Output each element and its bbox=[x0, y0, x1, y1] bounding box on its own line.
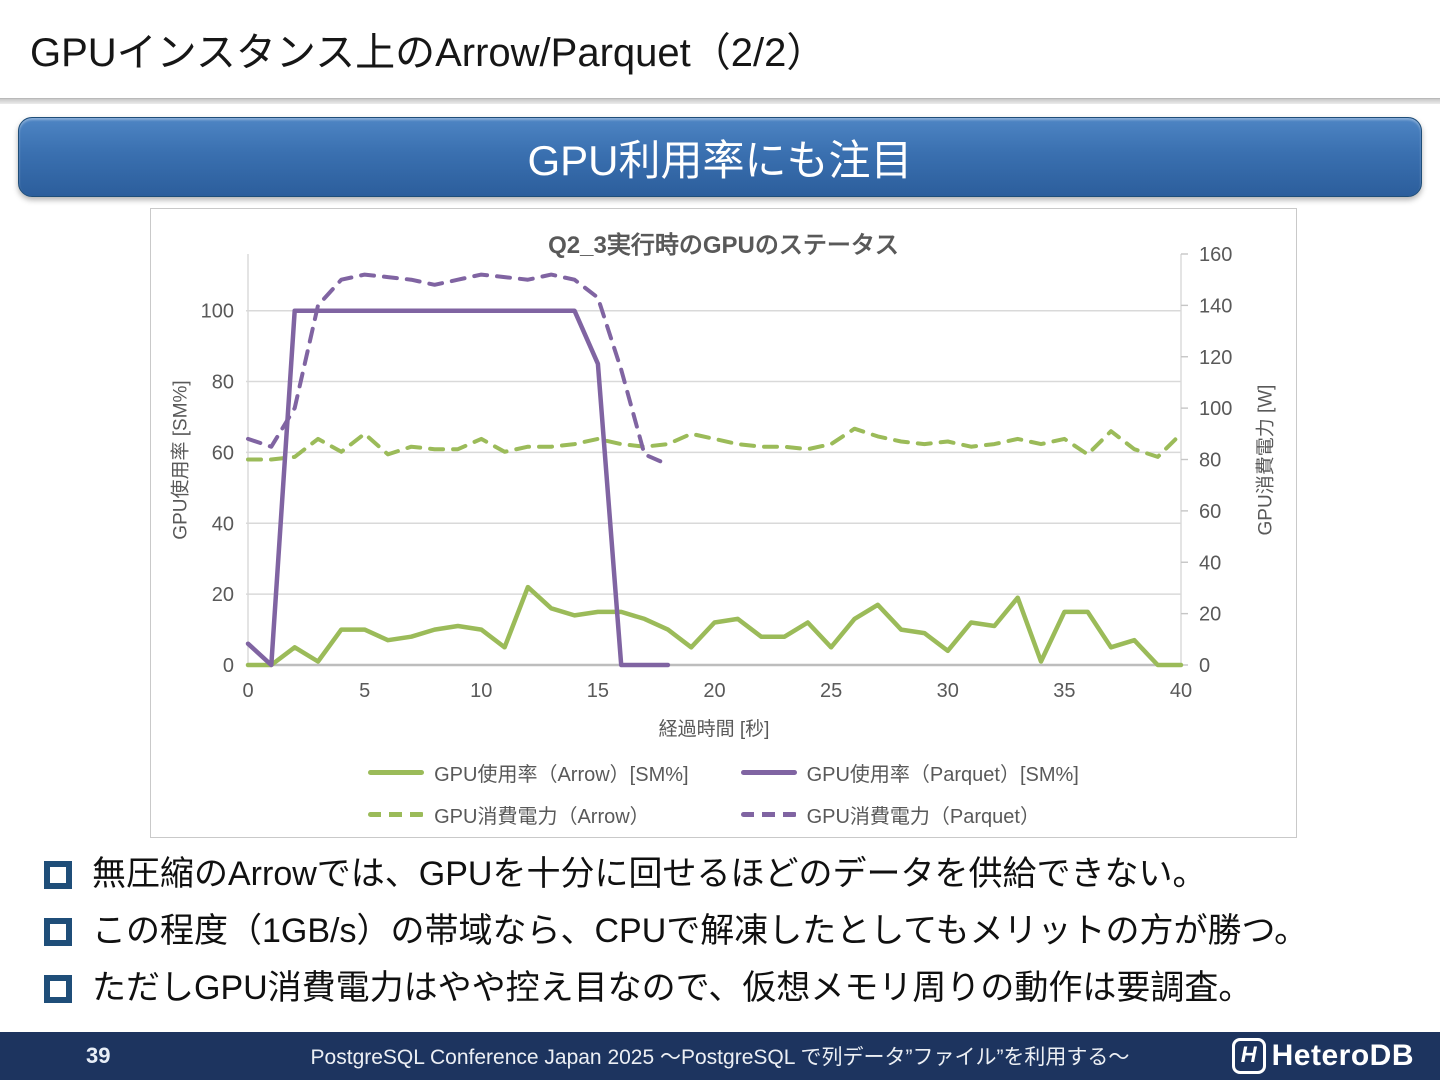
right-axis-title: GPU消費電力 [W] bbox=[1255, 384, 1277, 536]
legend-line-sample bbox=[368, 812, 425, 817]
bullet-list: 無圧縮のArrowでは、GPUを十分に回せるほどのデータを供給できない。 この程… bbox=[40, 852, 1308, 1023]
title-divider bbox=[0, 98, 1440, 104]
line-parquet-usage bbox=[245, 308, 671, 668]
heterodb-logo: H HeteroDB bbox=[1231, 1038, 1414, 1074]
headline-banner: GPU利用率にも注目 bbox=[18, 117, 1422, 197]
y-left-tick-label: 60 bbox=[212, 442, 234, 464]
y-right-tick-label: 60 bbox=[1199, 501, 1221, 523]
legend-item-parquet-power: GPU消費電力（Parquet） bbox=[740, 800, 1079, 829]
square-bullet-icon bbox=[44, 861, 72, 889]
gpu-status-chart: 0 5 10 15 20 25 30 35 40 0 20 40 60 80 100 0 20 40 60 80 100… bbox=[201, 244, 1233, 702]
legend-line-sample bbox=[368, 770, 425, 775]
chart-panel: 0 5 10 15 20 25 30 35 40 0 20 40 60 80 100 0 20 40 60 80 100… bbox=[150, 208, 1297, 838]
headline-banner-text: GPU利用率にも注目 bbox=[527, 136, 913, 184]
legend-line-sample bbox=[740, 770, 797, 775]
x-tick-label: 35 bbox=[1053, 680, 1075, 702]
y-right-tick-label: 40 bbox=[1199, 552, 1221, 574]
bullet-text: 無圧縮のArrowでは、GPUを十分に回せるほどのデータを供給できない。 bbox=[92, 855, 1207, 893]
y-left-tick-label: 40 bbox=[212, 513, 234, 535]
y-left-tick-label: 0 bbox=[223, 655, 234, 677]
chart-title: Q2_3実行時のGPUのステータス bbox=[548, 232, 899, 259]
x-tick-label: 5 bbox=[359, 680, 370, 702]
x-tick-label: 25 bbox=[820, 680, 842, 702]
legend-label: GPU使用率（Arrow）[SM%] bbox=[434, 764, 689, 786]
footer-bar: 39 PostgreSQL Conference Japan 2025 ～Pos… bbox=[0, 1032, 1440, 1080]
y-right-tick-label: 140 bbox=[1199, 295, 1232, 317]
bullet-text: ただしGPU消費電力はやや控え目なので、仮想メモリ周りの動作は要調査。 bbox=[92, 968, 1253, 1007]
bullet-item: この程度（1GB/s）の帯域なら、CPUで解凍したとしてもメリットの方が勝つ。 bbox=[40, 909, 1308, 954]
page-number: 39 bbox=[86, 1043, 111, 1068]
y-right-tick-label: 0 bbox=[1199, 655, 1210, 677]
x-tick-label: 40 bbox=[1170, 680, 1192, 702]
x-tick-label: 30 bbox=[937, 680, 959, 702]
line-arrow-usage bbox=[245, 584, 1184, 668]
square-bullet-icon bbox=[44, 917, 72, 946]
legend-label: GPU消費電力（Parquet） bbox=[806, 806, 1040, 828]
y-right-tick-label: 100 bbox=[1199, 398, 1232, 420]
legend-item-arrow-usage: GPU使用率（Arrow）[SM%] bbox=[368, 758, 689, 787]
y-left-tick-label: 100 bbox=[201, 301, 234, 323]
y-right-tick-label: 20 bbox=[1199, 604, 1221, 626]
y-right-tick-label: 160 bbox=[1199, 244, 1232, 266]
x-tick-label: 10 bbox=[470, 680, 492, 702]
line-parquet-power bbox=[246, 272, 670, 467]
y-left-tick-label: 20 bbox=[212, 584, 234, 606]
heterodb-logo-text: HeteroDB bbox=[1271, 1039, 1414, 1072]
page-title: GPUインスタンス上のArrow/Parquet（2/2） bbox=[30, 31, 827, 75]
legend-label: GPU消費電力（Arrow） bbox=[434, 806, 650, 828]
left-axis-title: GPU使用率 [SM%] bbox=[170, 380, 192, 540]
x-tick-label: 0 bbox=[242, 680, 253, 702]
conference-title: PostgreSQL Conference Japan 2025 ～Postgr… bbox=[310, 1046, 1130, 1069]
legend-item-arrow-power: GPU消費電力（Arrow） bbox=[368, 800, 688, 829]
x-axis-title: 経過時間 [秒] bbox=[658, 719, 770, 740]
legend-label: GPU使用率（Parquet）[SM%] bbox=[806, 764, 1079, 786]
chart-legend: GPU使用率（Arrow）[SM%] GPU使用率（Parquet）[SM%] GP… bbox=[151, 758, 1296, 829]
heterodb-logo-icon: H bbox=[1231, 1038, 1266, 1074]
legend-item-parquet-usage: GPU使用率（Parquet）[SM%] bbox=[740, 758, 1079, 787]
x-tick-label: 20 bbox=[703, 680, 725, 702]
y-right-tick-label: 120 bbox=[1199, 347, 1232, 369]
y-right-tick-label: 80 bbox=[1199, 450, 1221, 472]
line-arrow-power bbox=[246, 426, 1183, 462]
bullet-text: この程度（1GB/s）の帯域なら、CPUで解凍したとしてもメリットの方が勝つ。 bbox=[92, 911, 1309, 950]
y-left-tick-label: 80 bbox=[212, 372, 234, 394]
x-tick-label: 15 bbox=[587, 680, 609, 702]
bullet-item: 無圧縮のArrowでは、GPUを十分に回せるほどのデータを供給できない。 bbox=[40, 852, 1308, 897]
legend-line-sample bbox=[740, 812, 797, 817]
square-bullet-icon bbox=[44, 974, 72, 1003]
bullet-item: ただしGPU消費電力はやや控え目なので、仮想メモリ周りの動作は要調査。 bbox=[40, 966, 1308, 1011]
